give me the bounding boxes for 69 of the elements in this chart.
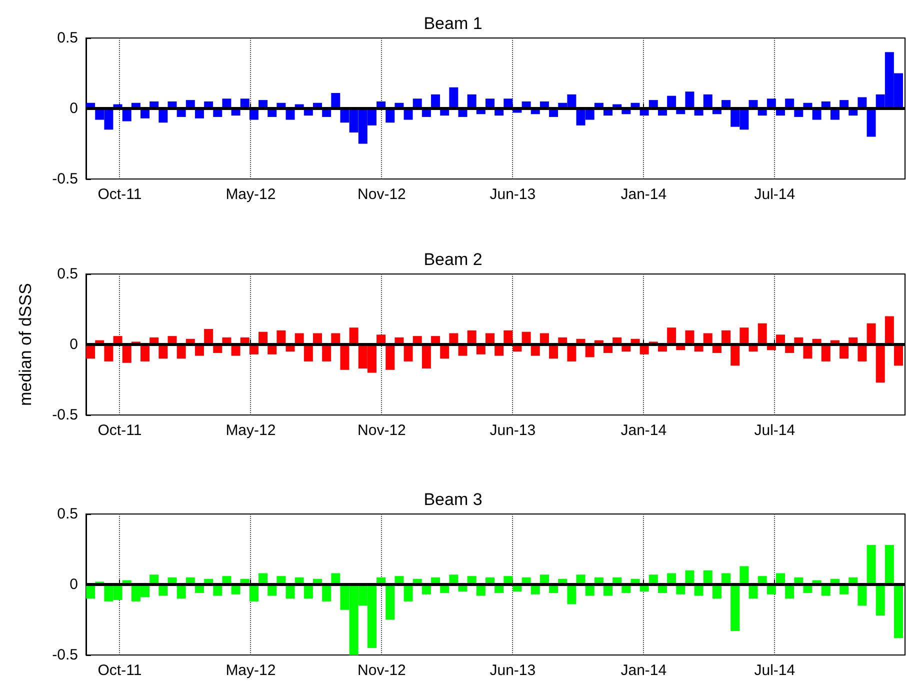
y-tick-label: 0.5 bbox=[57, 30, 78, 46]
bar bbox=[758, 323, 767, 344]
x-tick-label: Oct-11 bbox=[98, 422, 142, 439]
y-tick-label: 0 bbox=[70, 100, 78, 117]
x-tick-label: May-12 bbox=[226, 662, 276, 679]
x-tick-label: Jun-13 bbox=[490, 422, 536, 439]
x-tick-label: Oct-11 bbox=[98, 662, 142, 679]
bar bbox=[858, 344, 867, 362]
bar bbox=[322, 584, 332, 602]
y-tick-label: 0 bbox=[70, 336, 78, 353]
bar bbox=[331, 92, 340, 108]
x-tick-label: Jan-14 bbox=[620, 662, 667, 679]
x-tick-label: Nov-12 bbox=[358, 186, 406, 203]
bar bbox=[404, 584, 413, 602]
x-tick-label: Jan-14 bbox=[620, 186, 667, 203]
bar bbox=[122, 344, 132, 363]
bar bbox=[740, 328, 749, 344]
bar bbox=[386, 584, 395, 620]
bar bbox=[730, 344, 740, 366]
bar bbox=[740, 566, 749, 584]
bar bbox=[567, 584, 576, 604]
bar bbox=[104, 344, 114, 362]
x-tick-label: May-12 bbox=[226, 422, 276, 439]
chart-title: Beam 1 bbox=[424, 14, 482, 33]
bar bbox=[685, 92, 694, 108]
y-tick-label: -0.5 bbox=[52, 170, 78, 188]
bar bbox=[866, 108, 876, 137]
chart-title: Beam 2 bbox=[424, 250, 482, 269]
y-tick-label: 0.5 bbox=[57, 506, 78, 522]
bar bbox=[567, 344, 576, 362]
bar bbox=[140, 344, 150, 362]
x-tick-label: Nov-12 bbox=[358, 662, 406, 679]
bar bbox=[449, 87, 458, 108]
bar bbox=[349, 328, 358, 344]
chart-title: Beam 3 bbox=[424, 490, 482, 509]
y-axis-title: median of dSSS bbox=[16, 283, 35, 406]
bar bbox=[249, 584, 258, 602]
y-tick-label: -0.5 bbox=[52, 406, 78, 424]
bar bbox=[821, 344, 830, 362]
bar bbox=[404, 344, 413, 362]
x-tick-label: Jun-13 bbox=[490, 186, 536, 203]
bar bbox=[667, 328, 676, 344]
y-tick-label: 0 bbox=[70, 576, 78, 593]
bar bbox=[730, 584, 740, 632]
x-tick-label: Jun-13 bbox=[490, 662, 536, 679]
x-tick-label: Jul-14 bbox=[754, 662, 796, 679]
bar bbox=[304, 344, 313, 362]
bar bbox=[340, 344, 350, 370]
x-tick-label: Oct-11 bbox=[98, 186, 142, 203]
bar bbox=[422, 344, 431, 368]
x-tick-label: Jan-14 bbox=[620, 422, 667, 439]
bar bbox=[322, 344, 332, 362]
bar bbox=[204, 328, 214, 344]
bar bbox=[866, 323, 876, 344]
y-tick-label: 0.5 bbox=[57, 266, 78, 282]
bar bbox=[894, 344, 904, 366]
y-tick-label: -0.5 bbox=[52, 646, 78, 664]
bar bbox=[386, 344, 395, 370]
x-tick-label: Jul-14 bbox=[754, 422, 796, 439]
x-tick-label: Jul-14 bbox=[754, 186, 796, 203]
bar bbox=[894, 584, 904, 638]
x-tick-label: May-12 bbox=[226, 186, 276, 203]
bar bbox=[884, 545, 894, 584]
bar bbox=[866, 545, 876, 584]
bar bbox=[876, 344, 885, 383]
bar bbox=[884, 316, 894, 344]
bar bbox=[876, 584, 885, 616]
x-tick-label: Nov-12 bbox=[358, 422, 406, 439]
bar bbox=[858, 584, 867, 606]
